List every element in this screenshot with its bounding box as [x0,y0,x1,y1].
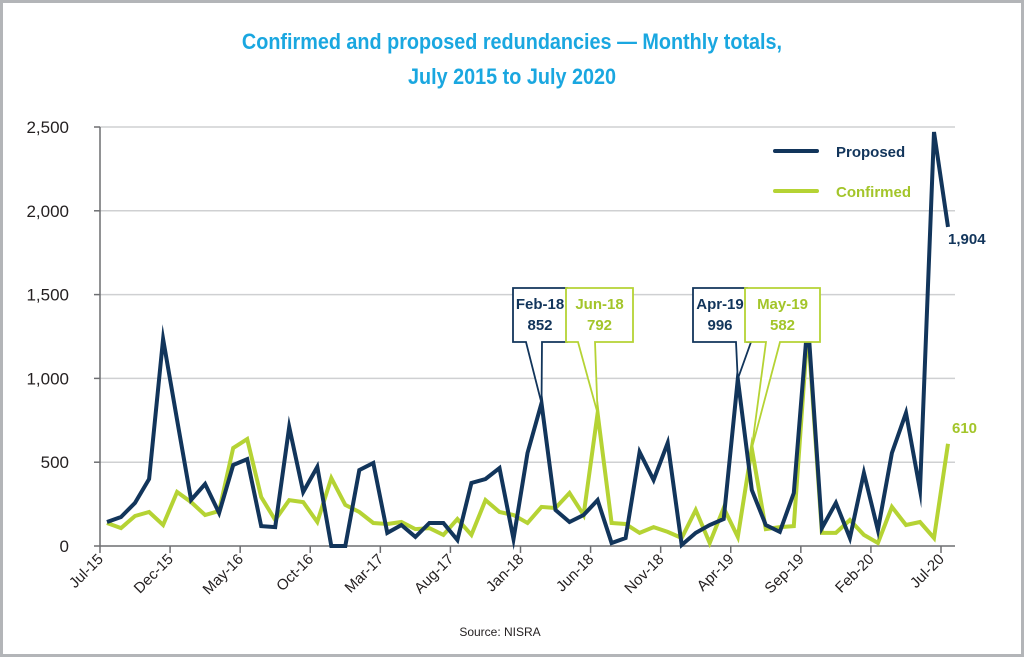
callout-feb-18: Feb-18 852 [512,287,568,404]
legend: Proposed Confirmed [773,144,911,201]
chart-subtitle: July 2015 to July 2020 [407,64,617,89]
callout-value: 792 [587,317,612,334]
callout-jun-18: Jun-18 792 [565,287,634,414]
callout-box [744,287,821,449]
x-tick-label: Sep-19 [761,551,807,597]
y-tick-label: 0 [60,537,69,556]
x-tick-label: May-16 [200,551,247,598]
x-tick-label: Aug-17 [411,551,457,597]
callout-month: Jun-18 [575,296,623,313]
y-tick-label: 1,500 [26,286,69,305]
x-tick-label: Feb-20 [832,551,878,597]
callouts: Feb-18 852 Jun-18 792 Apr-19 996 May-19 582 [512,287,821,449]
callout-box [565,287,634,414]
x-tick-label: Apr-19 [694,551,738,595]
source-note: Source: NISRA [459,625,540,639]
x-tick-label: Nov-18 [621,551,667,597]
y-tick-label: 500 [41,453,69,472]
y-tick-label: 1,000 [26,369,69,388]
y-axis-ticks: 0 500 1,000 1,500 2,000 2,500 [26,118,100,556]
callout-value: 852 [527,317,552,334]
callout-month: Feb-18 [516,296,564,313]
callout-may-19: May-19 582 [744,287,821,449]
x-tick-label: Oct-16 [273,551,317,595]
x-tick-label: Mar-17 [342,551,388,597]
x-tick-label: Jan-18 [483,551,527,595]
callout-month: May-19 [757,296,808,313]
callout-value: 996 [707,317,732,334]
callout-apr-19: Apr-19 996 [692,287,753,380]
y-tick-label: 2,000 [26,202,69,221]
legend-proposed-label: Proposed [836,144,905,161]
end-label-proposed: 1,904 [948,231,986,248]
x-tick-label: Jun-18 [553,551,597,595]
chart-title: Confirmed and proposed redundancies — Mo… [241,29,783,54]
x-axis-ticks: Jul-15 Dec-15 May-16 Oct-16 Mar-17 Aug-17 Jan-… [66,546,948,598]
callout-value: 582 [770,317,795,334]
y-tick-label: 2,500 [26,118,69,137]
x-tick-label: Jul-20 [907,551,948,592]
end-label-confirmed: 610 [952,420,977,437]
axes [99,127,955,547]
callout-month: Apr-19 [696,296,744,313]
x-tick-label: Dec-15 [131,551,177,597]
legend-confirmed-label: Confirmed [836,184,911,201]
x-tick-label: Jul-15 [66,551,107,592]
